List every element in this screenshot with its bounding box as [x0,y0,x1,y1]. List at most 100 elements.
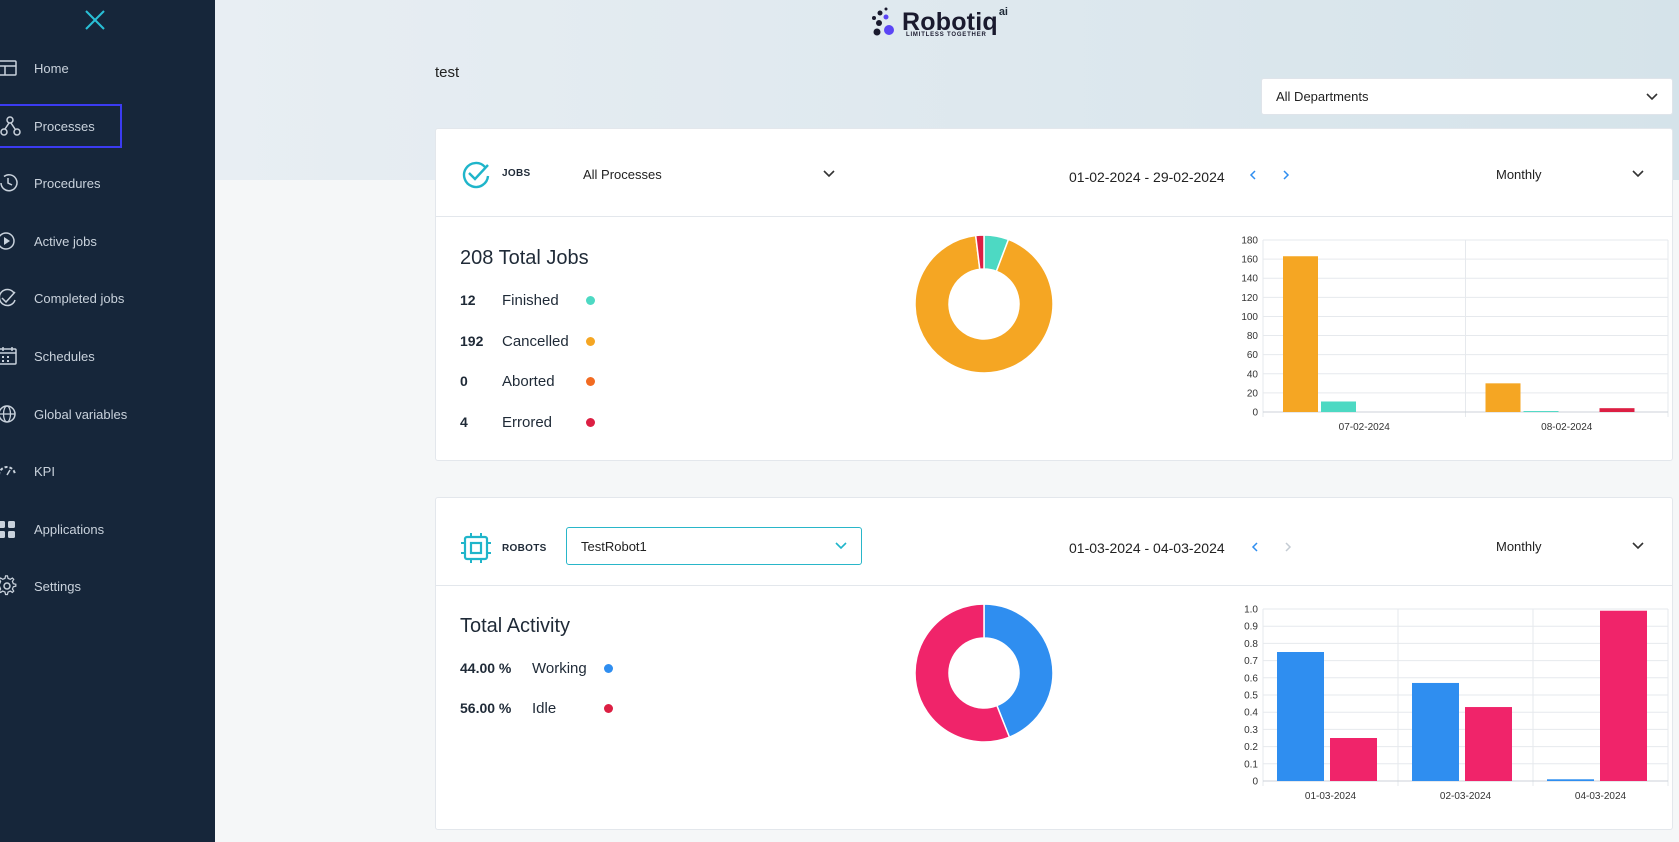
chevron-down-icon [835,542,847,550]
jobs-period-value: Monthly [1496,166,1542,182]
sidebar-item-applications[interactable]: Applications [0,514,200,544]
jobs-donut-slice-errored[interactable] [974,234,985,271]
sidebar-item-global-variables[interactable]: Global variables [0,399,200,429]
sidebar-item-label: Procedures [34,175,101,191]
robots-bars-bar[interactable] [1330,738,1377,781]
process-select-value: All Processes [583,166,662,182]
broken-image-alt: test [435,64,460,81]
sidebar-item-label: Home [34,60,69,76]
stat-label: Working [532,659,587,677]
jobs-bars-ytick-label: 140 [1241,274,1258,285]
robots-bars-xtick-label: 01-03-2024 [1305,791,1357,801]
robots-period-select[interactable]: Monthly [1482,527,1658,565]
chevron-left-icon[interactable] [1246,167,1260,183]
stat-value: 4 [460,414,468,430]
globe-icon [0,405,16,423]
chevron-down-icon [1632,170,1644,178]
sidebar-item-processes[interactable]: Processes [0,104,122,148]
idle-dot [604,703,613,713]
robots-bars-ytick-label: 0 [1252,777,1258,788]
robots-bar-chart: 0 0.1 0.2 0.3 0.4 0.5 0.6 0.7 0.8 0.9 1.0 01-03-202… [1244,605,1669,801]
jobs-bars-xtick-label: 07-02-2024 [1339,422,1391,432]
robots-bars-xtick-label: 04-03-2024 [1575,791,1627,801]
jobs-stat-finished: 12 Finished [460,290,595,310]
robots-bars-bar[interactable] [1412,682,1459,781]
jobs-bars-ytick-label: 60 [1247,350,1259,361]
robots-bars-bar[interactable] [1277,652,1324,781]
errored-dot [586,417,595,427]
robots-bars-bar[interactable] [1600,610,1647,781]
chevron-right-icon[interactable] [1279,167,1293,183]
jobs-donut-chart [914,234,1054,374]
robots-card: ROBOTS TestRobot1 01-03-2024 - 04-03-202… [435,497,1673,830]
robot-select[interactable]: TestRobot1 [566,527,862,565]
robots-bars-bar[interactable] [1547,779,1594,781]
stat-label: Cancelled [502,332,569,350]
robots-period-value: Monthly [1496,538,1542,554]
robots-bars-ytick-label: 0.4 [1244,708,1258,719]
jobs-stat-cancelled: 192 Cancelled [460,331,595,351]
robots-bars-ytick-label: 0.5 [1244,691,1258,702]
chevron-down-icon [1632,542,1644,550]
robots-card-header: ROBOTS TestRobot1 01-03-2024 - 04-03-202… [436,498,1672,586]
jobs-bars-bar[interactable] [1599,408,1635,412]
cpu-chip-icon [461,533,491,563]
sidebar-item-label: Processes [34,118,95,134]
robots-donut-slice-idle[interactable] [914,603,1011,743]
sidebar-item-procedures[interactable]: Procedures [0,168,200,198]
jobs-donut-slice-cancelled[interactable] [914,234,1054,374]
sidebar-item-label: Settings [34,578,81,594]
robots-bars-bar[interactable] [1465,707,1512,781]
sidebar-item-active-jobs[interactable]: Active jobs [0,226,200,256]
robots-date-range: 01-03-2024 - 04-03-2024 [1069,540,1225,556]
department-select[interactable]: All Departments [1261,78,1673,115]
robots-bars-ytick-label: 0.2 [1244,742,1258,753]
sidebar-item-home[interactable]: Home [0,53,200,83]
robots-bars-ytick-label: 1.0 [1244,605,1258,616]
sidebar: Home Processes Procedures Active jobs Co… [0,0,215,842]
robots-donut-slice-working[interactable] [983,603,1054,739]
stat-value: 44.00 % [460,660,512,676]
jobs-stat-errored: 4 Errored [460,412,595,432]
grid-icon [0,521,15,538]
jobs-title: JOBS [502,168,531,179]
check-circle-icon [0,288,16,307]
robots-bars-ytick-label: 0.6 [1244,673,1258,684]
robots-stat-working: 44.00 % Working [460,658,613,678]
sidebar-item-label: Applications [34,521,105,537]
sidebar-item-label: Schedules [34,348,95,364]
sidebar-item-schedules[interactable]: Schedules [0,341,200,371]
jobs-bars-ytick-label: 80 [1247,331,1259,342]
gear-icon [0,575,17,596]
robots-bars-ytick-label: 0.8 [1244,639,1258,650]
finished-dot [586,295,595,305]
sidebar-item-settings[interactable]: Settings [0,571,200,601]
robotiq-logo[interactable]: Robotiq ai LIMITLESS TOGETHER [870,4,1008,40]
sidebar-item-completed-jobs[interactable]: Completed jobs [0,283,200,313]
jobs-period-select[interactable]: Monthly [1482,155,1658,193]
stat-value: 192 [460,333,484,349]
jobs-bars-ytick-label: 20 [1247,388,1259,399]
jobs-total: 208 Total Jobs [460,247,589,269]
close-icon[interactable] [82,7,108,33]
sidebar-item-label: Active jobs [34,233,97,249]
sidebar-item-label: KPI [34,463,55,479]
chevron-left-icon[interactable] [1248,539,1262,555]
process-select[interactable]: All Processes [569,155,849,193]
robot-select-value: TestRobot1 [581,538,647,554]
jobs-bars-ytick-label: 120 [1241,293,1258,304]
jobs-bars-bar[interactable] [1523,411,1559,412]
aborted-dot [586,376,595,386]
history-clock-icon [0,174,18,192]
gauge-icon [0,466,16,476]
sidebar-item-label: Global variables [34,406,128,422]
sidebar-item-kpi[interactable]: KPI [0,456,200,486]
jobs-bars-bar[interactable] [1283,256,1318,412]
jobs-bars-bar[interactable] [1321,401,1356,412]
jobs-bars-ytick-label: 40 [1247,369,1259,380]
stat-value: 56.00 % [460,700,512,716]
jobs-bars-bar[interactable] [1485,383,1521,412]
check-circle-icon [462,161,490,189]
jobs-card-header: JOBS All Processes 01-02-2024 - 29-02-20… [436,129,1672,217]
chevron-right-icon[interactable] [1281,539,1295,555]
